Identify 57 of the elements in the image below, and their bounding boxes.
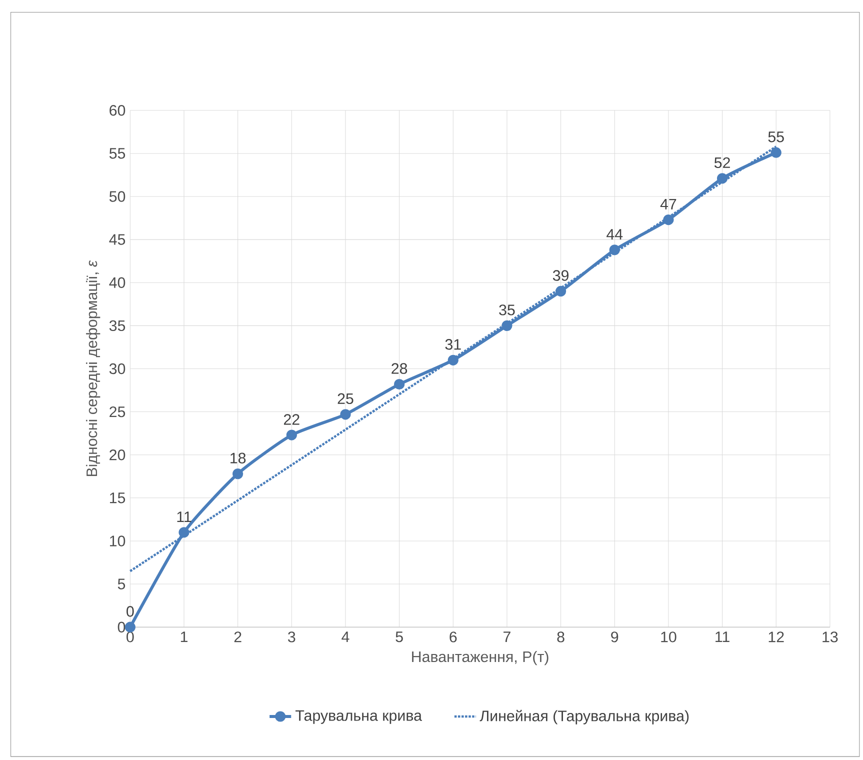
x-tick-label: 5 [396, 632, 403, 642]
data-label: 0 [126, 606, 134, 617]
x-tick-label: 13 [822, 632, 838, 642]
data-label: 44 [606, 229, 623, 240]
y-tick-label: 15 [110, 492, 126, 504]
y-tick-label: 35 [109, 320, 126, 331]
point [716, 173, 728, 184]
y-tick-label: 45 [109, 234, 126, 245]
x-tick-label: 4 [342, 632, 350, 642]
x-tick-label: 9 [611, 632, 618, 642]
point [394, 378, 405, 390]
y-tick-label: 50 [109, 191, 126, 202]
x-tick-label: 12 [768, 632, 784, 642]
x-tick-label: 1 [180, 632, 188, 642]
data-label: 28 [392, 363, 408, 374]
data-label: 22 [284, 414, 300, 425]
x-tick-label: 11 [716, 632, 730, 642]
y-tick-label: 25 [110, 406, 126, 418]
point [178, 526, 190, 538]
y-tick-label: 40 [109, 277, 126, 288]
point [232, 468, 244, 480]
x-tick-label: 7 [504, 632, 510, 642]
y-tick-label: 30 [109, 363, 126, 374]
y-tick-label: 55 [109, 148, 126, 159]
data-label: 39 [552, 270, 568, 281]
data-label: 35 [499, 304, 515, 316]
x-tick-label: 8 [557, 632, 564, 642]
point [340, 409, 351, 420]
legend-label: Тарувальна крива [296, 710, 422, 724]
point [448, 354, 458, 366]
y-tick-label: 60 [110, 104, 126, 116]
y-axis-title: Відносні середні деформації, ε [86, 260, 100, 476]
y-tick-label: 20 [110, 449, 126, 460]
point [124, 622, 136, 632]
point [663, 214, 674, 225]
x-tick-label: 10 [661, 632, 676, 642]
data-label: 55 [768, 132, 784, 142]
point [286, 430, 297, 440]
point [609, 244, 620, 256]
data-label: 52 [714, 157, 730, 168]
data-label: 25 [338, 393, 354, 404]
point [770, 147, 782, 158]
data-label: 47 [660, 198, 676, 210]
point [555, 286, 566, 296]
point [502, 320, 512, 331]
data-label: 11 [177, 512, 192, 522]
legend-label: Линейная (Тарувальна крива) [480, 710, 689, 724]
x-tick-label: 2 [234, 632, 242, 642]
data-label: 18 [230, 452, 246, 464]
data-label: 31 [445, 338, 461, 350]
x-axis-title: Навантаження, P(т) [412, 650, 548, 666]
x-tick-label: 3 [288, 632, 296, 642]
y-tick-label: 0 [118, 622, 126, 632]
x-tick-label: 6 [450, 632, 457, 642]
x-tick-label: 0 [126, 632, 134, 642]
y-tick-label: 5 [118, 578, 126, 590]
y-tick-label: 10 [110, 536, 126, 546]
